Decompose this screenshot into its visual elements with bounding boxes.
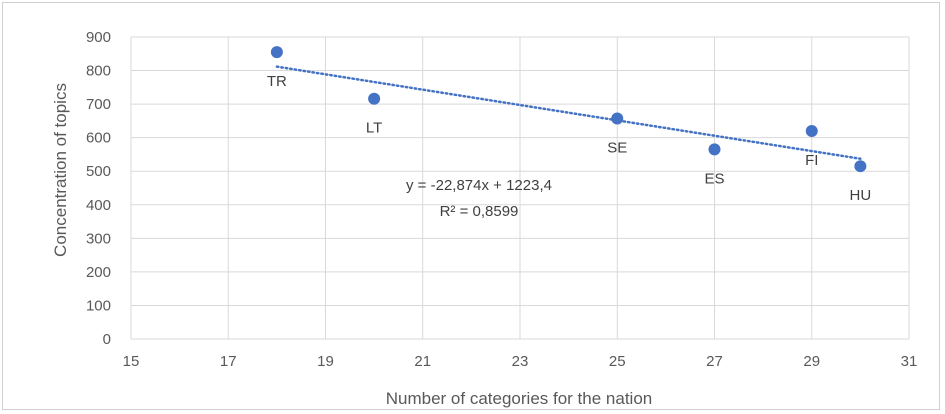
- y-tick-label: 300: [86, 230, 111, 247]
- x-tick-label: 21: [414, 353, 431, 370]
- x-tick-label: 23: [512, 353, 529, 370]
- x-tick-label: 19: [317, 353, 334, 370]
- y-tick-label: 100: [86, 297, 111, 314]
- y-tick-label: 200: [86, 264, 111, 281]
- point-label-se: SE: [607, 140, 627, 157]
- point-label-fi: FI: [805, 152, 818, 169]
- data-point-lt: [368, 92, 381, 105]
- gridlines: [130, 36, 910, 340]
- point-label-hu: HU: [850, 187, 872, 204]
- y-tick-label: 900: [86, 29, 111, 46]
- data-point-tr: [270, 46, 283, 59]
- data-points: [270, 46, 867, 173]
- tick-labels: 0 100 200 300 400 500 600 700 800 900 15 17 19 21 23 25…: [86, 29, 917, 370]
- x-tick-label: 17: [220, 353, 237, 370]
- data-point-se: [611, 112, 624, 125]
- data-point-hu: [854, 160, 867, 173]
- data-point-es: [708, 143, 721, 156]
- chart-area: [2, 2, 940, 410]
- x-tick-label: 27: [706, 353, 723, 370]
- point-labels: TR LT SE ES FI HU: [267, 73, 871, 204]
- y-tick-label: 400: [86, 197, 111, 214]
- x-axis-title: Number of categories for the nation: [386, 389, 652, 408]
- trendline-r-squared: R² = 0,8599: [440, 203, 519, 220]
- trendline-equation: y = -22,874x + 1223,4: [406, 177, 552, 194]
- y-tick-label: 0: [103, 331, 111, 348]
- x-tick-label: 25: [609, 353, 626, 370]
- y-tick-label: 800: [86, 63, 111, 80]
- y-tick-label: 500: [86, 163, 111, 180]
- trendline: [275, 65, 862, 160]
- x-tick-label: 29: [803, 353, 820, 370]
- point-label-tr: TR: [267, 73, 287, 90]
- data-point-fi: [805, 124, 818, 137]
- y-tick-label: 700: [86, 96, 111, 113]
- x-tick-label: 31: [901, 353, 918, 370]
- point-label-es: ES: [704, 170, 724, 187]
- x-tick-label: 15: [123, 353, 140, 370]
- y-axis-title: Concentration of topics: [51, 83, 70, 257]
- y-tick-label: 600: [86, 130, 111, 147]
- point-label-lt: LT: [366, 120, 382, 137]
- trendline-line: [275, 65, 862, 160]
